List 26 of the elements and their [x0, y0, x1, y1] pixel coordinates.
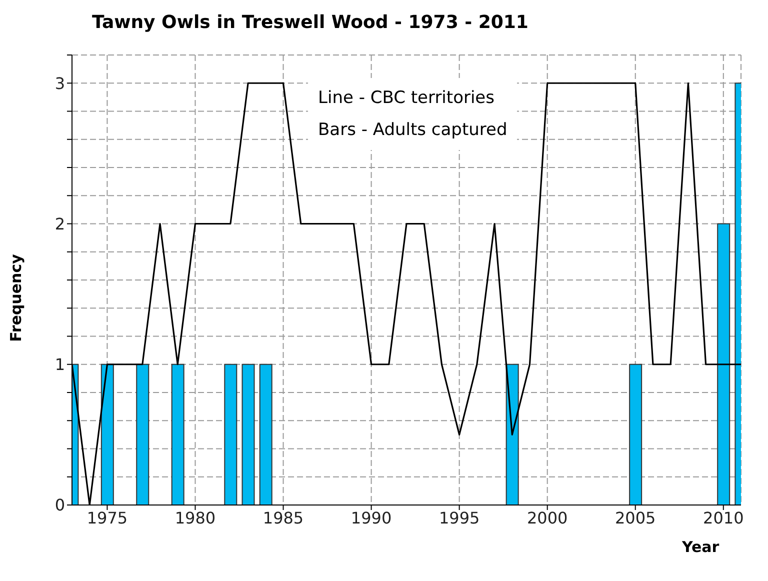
x-tick-label: 1985 [262, 508, 304, 528]
y-tick-label: 2 [54, 214, 65, 234]
annotation: Bars - Adults captured [318, 119, 508, 142]
y-axis-title: Frequency [7, 254, 26, 342]
x-tick-label: 2005 [615, 508, 656, 528]
bar [224, 364, 238, 505]
x-tick-label: 1980 [174, 508, 216, 528]
annotation: Line - CBC territories [318, 87, 496, 110]
x-tick-label: 2000 [526, 508, 568, 528]
bar [100, 364, 114, 505]
bar [506, 364, 519, 505]
bar [242, 364, 255, 505]
chart-title: Tawny Owls in Treswell Wood - 1973 - 2011 [92, 12, 528, 33]
y-tick-label: 0 [54, 496, 65, 515]
x-tick-label: 1995 [438, 508, 480, 528]
bar [629, 364, 642, 505]
x-tick-label: 2010 [703, 508, 744, 528]
bar [259, 364, 272, 505]
bar [717, 223, 730, 505]
bar [171, 364, 184, 505]
bar [136, 364, 150, 505]
x-tick-label: 1990 [350, 508, 392, 528]
x-axis-title: Year [682, 538, 720, 556]
x-tick-label: 1975 [86, 508, 128, 528]
y-tick-label: 1 [54, 355, 65, 374]
y-tick-label: 3 [54, 74, 65, 93]
